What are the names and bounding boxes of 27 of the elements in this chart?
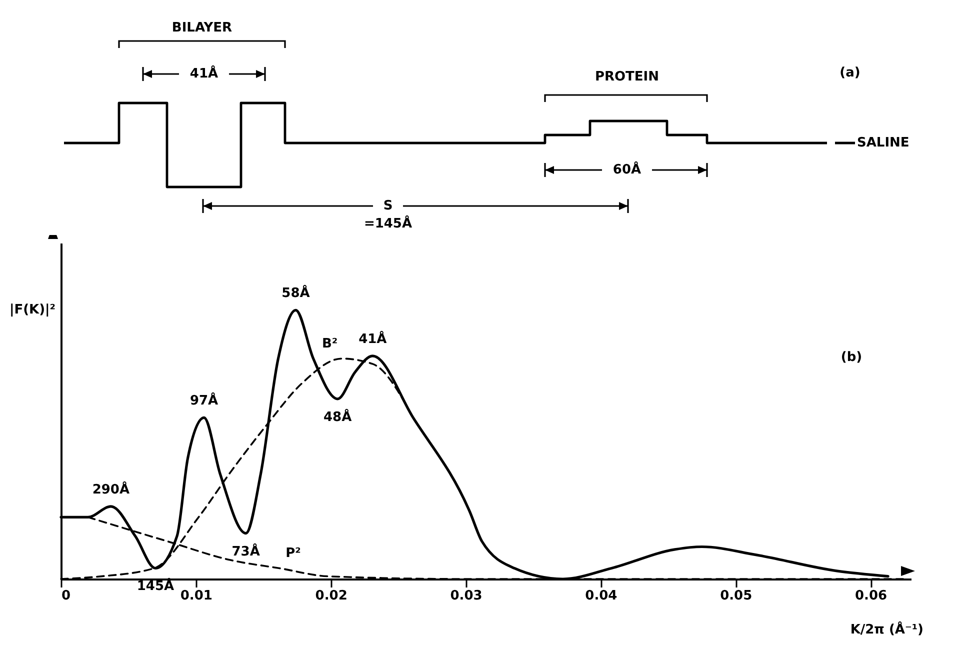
annotation: 145Å <box>136 577 174 594</box>
x-tick-label: 0.05 <box>720 588 752 604</box>
x-tick-label: 0.01 <box>180 588 212 604</box>
text: PROTEIN <box>594 70 660 85</box>
x-tick-label: 0 <box>62 588 71 604</box>
y-axis-title: |F(K)|² <box>9 302 56 318</box>
text: 41Å <box>190 64 218 82</box>
x-axis-title: K/2π (Å⁻¹) <box>850 620 924 638</box>
text: =145Å <box>364 214 412 232</box>
annotation: 97Å <box>190 392 218 409</box>
x-tick-label: 0.02 <box>315 588 348 604</box>
x-tick-label: 0.03 <box>450 588 482 604</box>
annotation: 48Å <box>324 408 352 425</box>
annotation: 41Å <box>358 330 387 347</box>
text: S <box>383 198 393 214</box>
text: SALINE <box>857 136 910 151</box>
x-tick-label: 0.06 <box>854 588 888 604</box>
x-tick-label: 0.04 <box>585 588 618 604</box>
series-label: B² <box>322 336 338 352</box>
text: (a) <box>840 66 860 81</box>
annotation: (b) <box>840 350 862 366</box>
text: 60Å <box>612 160 642 178</box>
annotation: 290Å <box>92 480 130 498</box>
series-label: P² <box>286 546 301 562</box>
text: BILAYER <box>172 20 232 36</box>
annotation: 58Å <box>282 284 310 302</box>
annotation: 73Å <box>232 542 260 560</box>
